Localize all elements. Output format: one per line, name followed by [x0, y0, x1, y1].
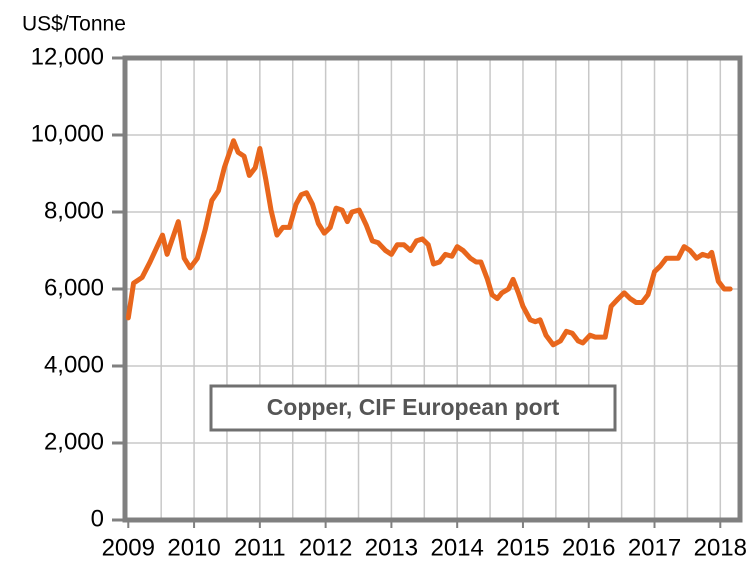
y-tick-label: 4,000	[44, 351, 104, 378]
plot-frame	[122, 55, 743, 523]
x-tick-label: 2011	[234, 534, 286, 561]
y-tick-label: 10,000	[31, 120, 104, 147]
data-line	[125, 138, 733, 348]
y-tick-label: 8,000	[44, 197, 104, 224]
annotation-box	[209, 384, 617, 432]
x-tick-label: 2015	[496, 534, 549, 561]
x-tick-label: 2018	[694, 534, 747, 561]
x-tick-label: 2010	[167, 534, 220, 561]
x-tick-label: 2017	[628, 534, 681, 561]
y-tick-label: 2,000	[44, 428, 104, 455]
y-tick-label: 12,000	[31, 43, 104, 70]
x-tick-label: 2009	[102, 534, 155, 561]
annotation: Copper, CIF European port	[267, 394, 560, 420]
y-tick-label: 0	[91, 505, 104, 532]
x-tick-label: 2016	[562, 534, 615, 561]
x-tick-label: 2012	[299, 534, 352, 561]
y-axis-label: US$/Tonne	[22, 13, 126, 36]
y-tick-label: 6,000	[44, 274, 104, 301]
x-tick-label: 2013	[365, 534, 418, 561]
x-tick-label: 2014	[430, 534, 483, 561]
